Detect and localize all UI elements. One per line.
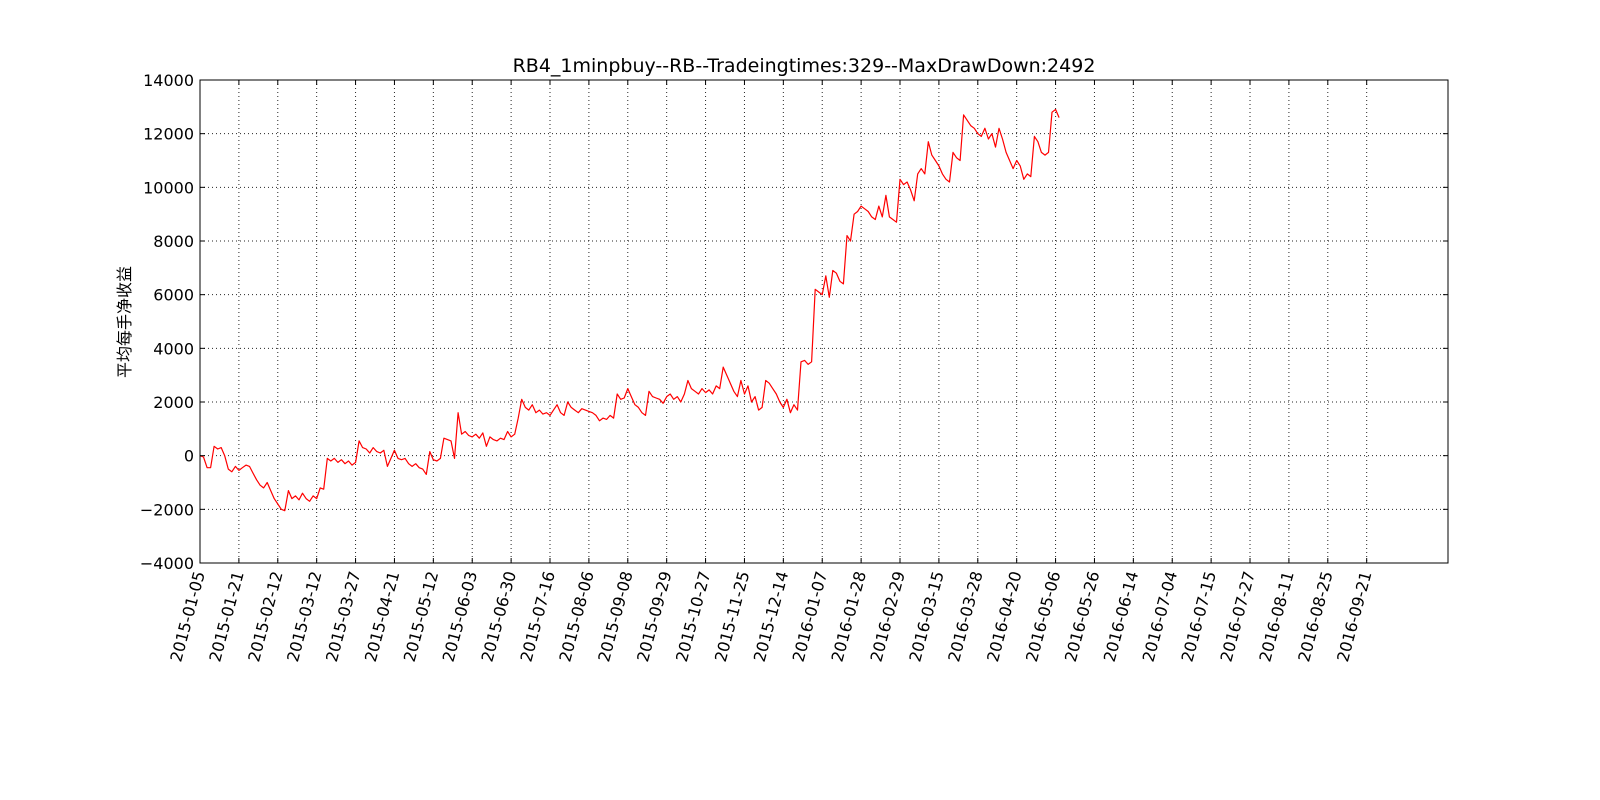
y-tick-label: 14000 [143,71,194,90]
y-tick-label: 8000 [153,232,194,251]
x-tick-label: 2016-03-28 [944,569,986,664]
series-line [199,108,1060,512]
y-tick-label: −2000 [140,500,194,519]
x-tick-label: 2016-07-04 [1139,569,1181,664]
x-tick-label: 2015-06-03 [439,569,481,664]
x-tick-label: 2015-01-05 [166,569,208,664]
x-tick-label: 2016-01-28 [828,569,870,664]
x-tick-label: 2015-03-27 [322,569,364,664]
y-tick-label: 2000 [153,393,194,412]
x-tick-label: 2015-07-16 [516,569,558,664]
x-tick-label: 2016-07-15 [1178,569,1220,664]
x-tick-label: 2015-09-29 [633,569,675,664]
x-tick-label: 2015-10-27 [672,569,714,664]
x-tick-label: 2015-09-08 [594,569,636,664]
y-tick-label: 6000 [153,286,194,305]
grid-lines [200,80,1448,563]
y-tick-label: 0 [184,447,194,466]
x-tick-label: 2016-06-14 [1100,569,1142,664]
x-tick-label: 2016-05-26 [1061,569,1103,664]
y-tick-label: 12000 [143,125,194,144]
y-tick-label: 4000 [153,339,194,358]
x-tick-label: 2015-11-25 [711,569,753,664]
x-tick-label: 2016-03-15 [905,569,947,664]
x-tick-label: 2016-08-11 [1255,569,1297,664]
x-tick-label: 2016-04-20 [983,569,1025,664]
x-tick-label: 2016-01-07 [789,569,831,664]
x-tick-label: 2015-06-30 [478,569,520,664]
x-axis: 2015-01-052015-01-212015-02-122015-03-12… [166,80,1376,664]
plot-frame [199,79,1449,564]
x-tick-label: 2015-04-21 [361,569,403,664]
x-tick-label: 2015-03-12 [283,569,325,664]
y-tick-label: 10000 [143,178,194,197]
x-tick-label: 2015-05-12 [400,569,442,664]
x-tick-label: 2016-05-06 [1022,569,1064,664]
x-tick-label: 2015-12-14 [750,569,792,664]
x-tick-label: 2015-02-12 [244,569,286,664]
x-tick-label: 2016-08-25 [1294,569,1336,664]
x-tick-label: 2016-07-27 [1216,569,1258,664]
chart-title: RB4_1minpbuy--RB--Tradeingtimes:329--Max… [513,55,1096,77]
x-tick-label: 2016-02-29 [866,569,908,664]
y-axis: −4000 −2000 0 2000 4000 6000 8000 10000 12000 140… [140,71,1448,573]
y-tick-label: −4000 [140,554,194,573]
x-tick-label: 2016-09-21 [1333,569,1375,664]
series-layer [199,108,1060,512]
x-tick-label: 2015-08-06 [555,569,597,664]
x-tick-label: 2015-01-21 [205,569,247,664]
y-axis-label: 平均每手净收益 [115,266,134,378]
